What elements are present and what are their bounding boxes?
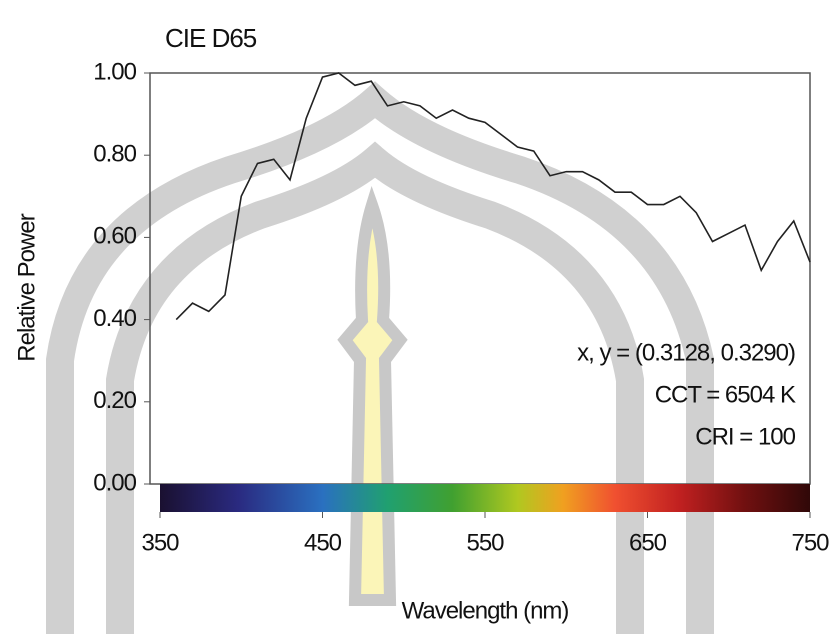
x-tick-label: 750	[791, 529, 829, 556]
x-tick-label: 450	[304, 529, 342, 556]
y-tick-label: 0.20	[93, 387, 136, 414]
chart-title: CIE D65	[165, 23, 257, 53]
y-axis-label: Relative Power	[13, 213, 40, 361]
annotation: CCT = 6504 K	[655, 381, 796, 408]
x-tick-label: 350	[141, 529, 179, 556]
spectrum-line	[175, 72, 811, 321]
x-tick-label: 650	[629, 529, 667, 556]
y-tick-label: 0.40	[93, 305, 136, 332]
watermark-spire	[337, 186, 408, 606]
y-tick-label: 1.00	[93, 58, 136, 85]
watermark	[46, 81, 714, 634]
y-tick-label: 0.60	[93, 223, 136, 250]
x-axis-label: Wavelength (nm)	[402, 597, 569, 624]
spectrum-bar	[160, 484, 810, 512]
annotation: CRI = 100	[695, 423, 795, 450]
y-tick-label: 0.80	[93, 141, 136, 168]
y-tick-label: 0.00	[93, 469, 136, 496]
annotation: x, y = (0.3128, 0.3290)	[577, 339, 795, 366]
x-tick-label: 550	[466, 529, 504, 556]
